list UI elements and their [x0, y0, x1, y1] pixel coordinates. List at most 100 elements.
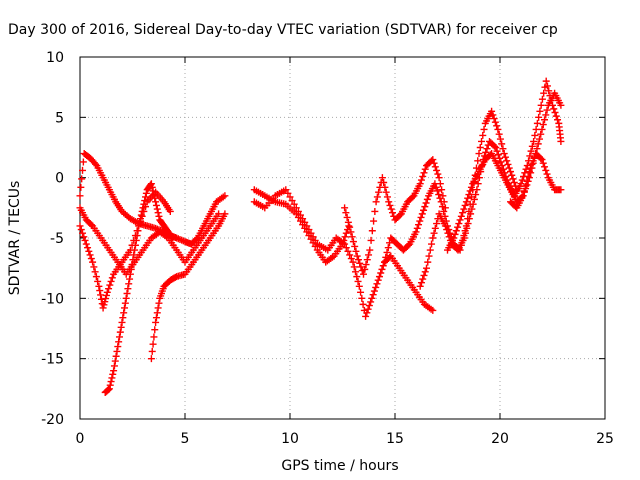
- data-point: [441, 222, 449, 230]
- data-point: [365, 251, 373, 259]
- data-point: [493, 122, 501, 130]
- data-point: [117, 323, 125, 331]
- data-point: [91, 268, 99, 276]
- data-point: [140, 200, 148, 208]
- data-point: [375, 273, 383, 281]
- data-point: [365, 302, 373, 310]
- data-point: [378, 265, 386, 273]
- data-point: [538, 125, 546, 133]
- data-point: [152, 314, 160, 322]
- data-point: [498, 140, 506, 148]
- data-point: [493, 147, 501, 155]
- data-point: [550, 105, 558, 113]
- data-point: [480, 125, 488, 133]
- data-point: [535, 113, 543, 121]
- data-point: [305, 226, 313, 234]
- data-point: [420, 206, 428, 214]
- data-point: [79, 229, 87, 237]
- data-point: [416, 217, 424, 225]
- data-point: [426, 246, 434, 254]
- data-point: [132, 236, 140, 244]
- data-point: [529, 157, 537, 165]
- data-point: [142, 193, 150, 201]
- data-point: [373, 193, 381, 201]
- data-point: [367, 298, 375, 306]
- data-point: [436, 194, 444, 202]
- data-point: [510, 178, 518, 186]
- data-point: [138, 207, 146, 215]
- data-point: [347, 255, 355, 263]
- data-point: [438, 186, 446, 194]
- data-point: [421, 165, 429, 173]
- data-point: [371, 207, 379, 215]
- data-point: [349, 258, 357, 266]
- data-point: [445, 233, 453, 241]
- data-point: [494, 151, 502, 159]
- data-point: [85, 247, 93, 255]
- data-point: [81, 236, 89, 244]
- data-point: [359, 300, 367, 308]
- data-point: [114, 343, 122, 351]
- x-axis-label: GPS time / hours: [281, 458, 398, 474]
- data-point: [455, 220, 463, 228]
- data-point: [106, 381, 114, 389]
- data-point: [152, 201, 160, 209]
- data-point: [537, 154, 545, 162]
- data-point: [527, 147, 535, 155]
- data-point: [434, 170, 442, 178]
- data-point: [150, 333, 158, 341]
- data-point: [96, 287, 104, 295]
- data-point: [431, 163, 439, 171]
- data-point: [383, 193, 391, 201]
- data-point: [386, 201, 394, 209]
- data-point: [382, 253, 390, 261]
- data-point: [503, 157, 511, 165]
- data-point: [349, 238, 357, 246]
- data-point: [542, 166, 550, 174]
- data-point: [131, 246, 139, 254]
- data-point: [501, 153, 509, 161]
- data-point: [424, 258, 432, 266]
- data-point: [431, 180, 439, 188]
- data-point: [535, 135, 543, 143]
- data-point: [301, 218, 309, 226]
- data-point: [429, 156, 437, 164]
- data-point: [528, 142, 536, 150]
- data-point: [465, 191, 473, 199]
- data-point: [78, 175, 86, 183]
- data-point: [464, 220, 472, 228]
- data-point: [351, 242, 359, 250]
- data-point: [474, 157, 482, 165]
- data-point: [500, 150, 508, 158]
- data-point: [346, 223, 354, 231]
- y-tick-label: -5: [50, 231, 64, 247]
- data-point: [355, 282, 363, 290]
- data-point: [107, 277, 115, 285]
- x-tick-label: 20: [491, 431, 509, 447]
- data-point: [495, 130, 503, 138]
- data-point: [396, 211, 404, 219]
- data-point: [79, 166, 87, 174]
- data-point: [404, 241, 412, 249]
- data-point: [490, 115, 498, 123]
- data-point: [538, 156, 546, 164]
- data-point: [473, 186, 481, 194]
- data-point: [419, 275, 427, 283]
- data-point: [90, 263, 98, 271]
- data-point: [368, 227, 376, 235]
- data-point: [463, 224, 471, 232]
- data-point: [125, 280, 133, 288]
- data-point: [381, 183, 389, 191]
- data-point: [521, 169, 529, 177]
- data-point: [460, 205, 468, 213]
- y-tick-label: -15: [41, 352, 64, 368]
- data-point: [290, 200, 298, 208]
- y-tick-label: -20: [41, 412, 64, 428]
- data-point: [479, 131, 487, 139]
- data-point: [152, 318, 160, 326]
- data-point: [370, 287, 378, 295]
- data-point: [105, 285, 113, 293]
- data-point: [469, 200, 477, 208]
- data-point: [367, 236, 375, 244]
- data-point: [142, 189, 150, 197]
